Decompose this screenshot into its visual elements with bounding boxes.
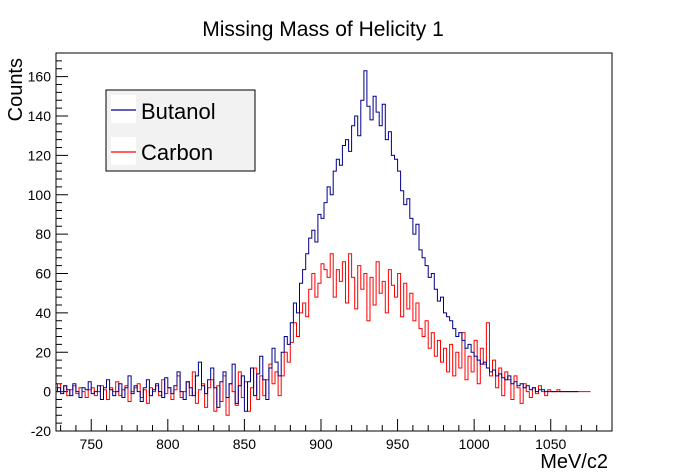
- x-tick-label: 950: [386, 436, 410, 452]
- x-tick-label: 750: [80, 436, 104, 452]
- y-tick-label: 120: [28, 147, 52, 163]
- y-tick-label: -20: [31, 423, 51, 439]
- y-tick-label: 80: [35, 226, 51, 242]
- x-axis-label: MeV/c2: [540, 451, 608, 473]
- x-axis-ticks: 750 800 850 900 950 1000 1050: [60, 419, 613, 452]
- chart-title: Missing Mass of Helicity 1: [202, 18, 444, 41]
- y-tick-label: 100: [28, 187, 52, 203]
- x-tick-label: 900: [309, 436, 333, 452]
- x-tick-label: 850: [233, 436, 257, 452]
- x-tick-label: 1000: [459, 436, 490, 452]
- legend-label-carbon: Carbon: [141, 140, 213, 165]
- y-axis-label: Counts: [5, 58, 27, 121]
- series-carbon-line: [56, 253, 591, 416]
- y-axis-ticks: -20 0 20 40 60 80 100 120 140 160: [28, 60, 68, 439]
- y-tick-label: 60: [35, 266, 51, 282]
- legend-swatch-bg-carbon: [111, 137, 136, 165]
- legend-swatch-bg-butanol: [111, 95, 136, 123]
- series-butanol-line: [56, 70, 579, 412]
- y-tick-label: 160: [28, 69, 52, 85]
- y-tick-label: 20: [35, 344, 51, 360]
- legend-label-butanol: Butanol: [141, 99, 216, 124]
- y-tick-label: 40: [35, 305, 51, 321]
- x-tick-label: 1050: [535, 436, 566, 452]
- y-tick-label: 0: [43, 384, 51, 400]
- x-tick-label: 800: [156, 436, 180, 452]
- legend: Butanol Carbon: [105, 89, 256, 172]
- histogram-series: [56, 70, 591, 416]
- y-tick-label: 140: [28, 108, 52, 124]
